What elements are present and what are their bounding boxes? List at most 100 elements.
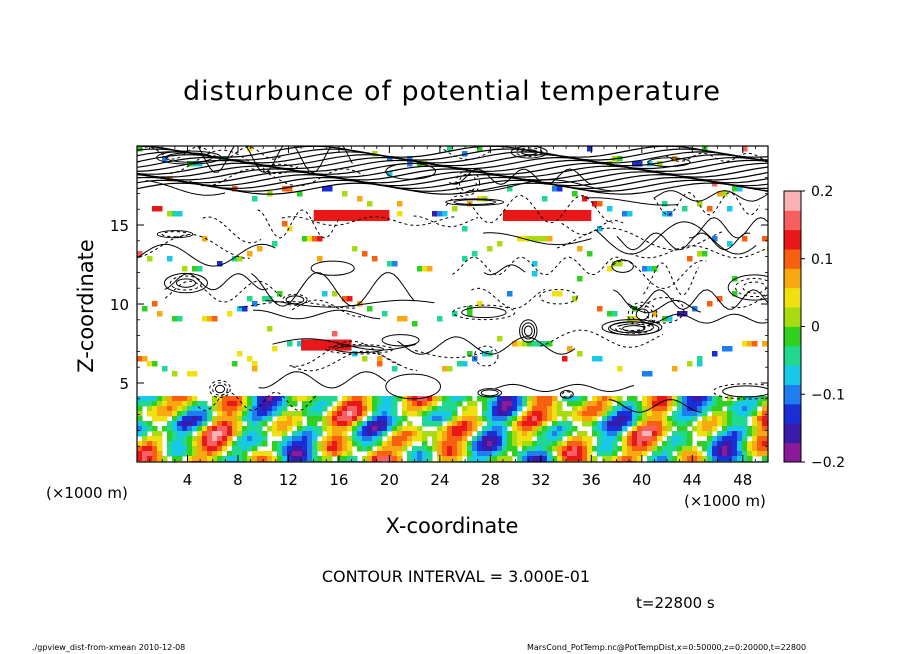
field-cell (407, 431, 413, 437)
field-cell (142, 356, 148, 362)
contour-line (689, 217, 768, 239)
field-cell (552, 406, 558, 412)
field-cell (527, 341, 533, 347)
field-cell (152, 431, 158, 437)
field-cell (677, 401, 683, 407)
field-cell (397, 431, 403, 437)
field-cell (442, 406, 448, 412)
field-cell (197, 431, 203, 437)
field-cell (402, 401, 408, 407)
field-cell (472, 421, 478, 427)
field-cell (142, 431, 148, 437)
field-cell (727, 431, 733, 437)
field-cell (392, 411, 398, 417)
contour-loop (282, 293, 308, 306)
field-cell (622, 211, 628, 217)
field-cell (692, 426, 698, 432)
field-cell (392, 426, 398, 432)
field-cell (222, 456, 228, 462)
field-cell (537, 456, 543, 462)
field-cell (557, 431, 563, 437)
field-cell (432, 211, 438, 217)
field-cell (632, 426, 638, 432)
field-cell (162, 396, 168, 402)
field-cell (647, 396, 653, 402)
field-cell (467, 416, 473, 422)
field-cell (302, 236, 308, 242)
field-cell (522, 441, 528, 447)
contour-line (397, 336, 576, 355)
field-cell (197, 411, 203, 417)
field-cell (552, 186, 558, 192)
field-cell (542, 456, 548, 462)
field-cell (607, 206, 613, 212)
field-cell (422, 266, 428, 272)
contour-loop (214, 384, 226, 394)
field-cell (512, 406, 518, 412)
field-cell (727, 441, 733, 447)
contour-line (627, 299, 701, 314)
field-cell (552, 431, 558, 437)
time-label: t=22800 s (636, 594, 715, 612)
field-cell (707, 456, 713, 462)
field-cell (337, 436, 343, 442)
field-cell (692, 306, 698, 312)
field-cell (442, 396, 448, 402)
field-cell (367, 201, 373, 207)
field-cell (747, 411, 753, 417)
field-cell (342, 441, 348, 447)
field-cell (607, 266, 613, 272)
contour-loop (381, 334, 420, 347)
field-cell (177, 416, 183, 422)
field-cell (672, 421, 678, 427)
field-cell (367, 456, 373, 462)
field-cell (507, 431, 513, 437)
field-cell (212, 456, 218, 462)
field-cell (427, 406, 433, 412)
field-cell (607, 436, 613, 442)
field-cell (437, 396, 443, 402)
field-cell (297, 411, 303, 417)
field-cell (262, 456, 268, 462)
field-cell (322, 291, 328, 297)
field-cell (562, 396, 568, 402)
field-cell (287, 436, 293, 442)
field-cell (627, 411, 633, 417)
field-cell (257, 421, 263, 427)
field-cell (292, 436, 298, 442)
field-cell (162, 401, 168, 407)
field-cell (422, 406, 428, 412)
field-cell (392, 446, 398, 452)
field-cell (592, 446, 598, 452)
field-cell (322, 446, 328, 452)
field-cell (567, 396, 573, 402)
field-cell (542, 426, 548, 432)
field-cell (552, 416, 558, 422)
field-cell (317, 416, 323, 422)
field-cell (152, 301, 158, 307)
field-cell (462, 406, 468, 412)
field-cell (597, 411, 603, 417)
contour-line (414, 349, 493, 359)
field-cell (747, 451, 753, 457)
field-cell (242, 306, 248, 312)
field-cell (532, 401, 538, 407)
field-cell (627, 396, 633, 402)
field-cell (747, 341, 753, 347)
field-cell (347, 436, 353, 442)
field-cell (527, 236, 533, 242)
field-cell (277, 421, 283, 427)
field-cell (642, 421, 648, 427)
field-cell (507, 436, 513, 442)
field-cell (237, 431, 243, 437)
field-cell (512, 441, 518, 447)
field-cell (552, 456, 558, 462)
field-cell (382, 311, 388, 317)
field-cell (572, 446, 578, 452)
contour-line (596, 221, 757, 255)
field-cell (652, 446, 658, 452)
field-cell (677, 406, 683, 412)
field-cell (697, 426, 703, 432)
contour-line (556, 227, 723, 251)
field-cell (247, 431, 253, 437)
